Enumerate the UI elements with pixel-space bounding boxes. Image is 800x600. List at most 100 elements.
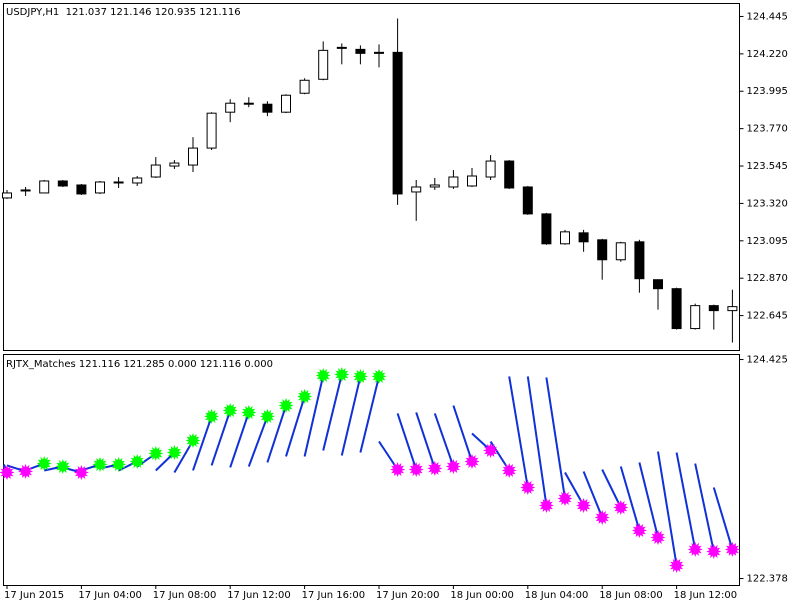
signal-dot — [222, 403, 238, 418]
candle-body — [2, 192, 12, 199]
candle-body — [727, 306, 738, 312]
candle-body — [411, 186, 422, 193]
y-tick-label: 122.645 — [747, 311, 788, 322]
signal-dot — [445, 459, 461, 474]
y-tick-label: 123.095 — [747, 236, 788, 247]
y-tick-label: 122.378 — [747, 574, 788, 585]
signal-dot — [148, 446, 164, 461]
signal-line — [266, 405, 287, 463]
signal-line — [415, 412, 436, 469]
candle-body — [299, 79, 310, 94]
signal-line — [508, 376, 529, 488]
candle-body — [467, 175, 477, 187]
candle-body — [132, 177, 143, 184]
signal-line — [452, 405, 473, 462]
y-tick-label: 123.320 — [747, 198, 788, 209]
candle-body — [541, 213, 552, 245]
candle-body — [262, 103, 273, 113]
signal-dot — [278, 398, 294, 413]
candle-body — [708, 305, 719, 312]
signal-line — [192, 416, 213, 471]
signal-dot — [520, 480, 536, 495]
candle-body — [504, 160, 515, 189]
signal-dot — [613, 500, 629, 515]
signal-line — [285, 396, 306, 457]
signal-dot — [92, 457, 108, 472]
signal-dot — [669, 558, 685, 573]
signal-dot — [687, 541, 703, 557]
candle-body — [690, 305, 701, 330]
indicator-title: RJTX_Matches 121.116 121.285 0.000 121.1… — [6, 359, 273, 370]
candle-body — [57, 180, 68, 187]
signal-dot — [55, 459, 71, 474]
candle-body — [76, 184, 87, 195]
signal-dot — [501, 463, 517, 478]
y-tick-label: 124.220 — [747, 49, 788, 60]
y-tick-label: 123.545 — [747, 161, 788, 172]
x-tick-label: 18 Jun 04:00 — [525, 590, 589, 600]
signal-line — [433, 413, 455, 467]
candle-body — [169, 162, 180, 167]
main-panel — [3, 3, 740, 351]
signal-dot — [334, 367, 350, 382]
candle-body — [243, 102, 254, 105]
signal-dot — [73, 465, 89, 480]
signal-dot — [576, 498, 592, 513]
signal-dot — [706, 544, 722, 559]
candle-body — [113, 181, 124, 184]
candle-body — [615, 242, 626, 261]
signal-dot — [390, 462, 406, 477]
signal-line — [694, 463, 715, 552]
candle-body — [485, 160, 496, 178]
signal-line — [675, 452, 697, 550]
x-tick-label: 17 Jun 04:00 — [78, 590, 142, 600]
candle-body — [95, 181, 105, 194]
signal-dot — [594, 510, 610, 525]
candle-body — [374, 51, 384, 54]
x-tick-label: 17 Jun 20:00 — [376, 590, 440, 600]
x-tick-label: 18 Jun 00:00 — [450, 590, 514, 600]
signal-line — [619, 466, 641, 531]
signal-dot — [185, 433, 201, 448]
x-tick-label: 18 Jun 08:00 — [599, 590, 663, 600]
x-tick-label: 17 Jun 08:00 — [153, 590, 217, 600]
candle-body — [392, 51, 403, 195]
y-tick-label: 124.425 — [747, 355, 788, 366]
signal-line — [712, 487, 734, 550]
signal-dot — [464, 454, 480, 469]
candle-body — [281, 94, 291, 113]
signal-dot — [538, 498, 554, 513]
candle-body — [39, 180, 50, 194]
signal-line — [582, 471, 604, 518]
signal-dot — [371, 368, 387, 384]
signal-line — [340, 376, 362, 456]
signal-dot — [129, 454, 145, 469]
x-tick-label: 17 Jun 16:00 — [302, 590, 366, 600]
candle-body — [188, 147, 198, 166]
signal-dot — [111, 457, 127, 472]
signal-line — [359, 376, 380, 453]
signal-dot — [408, 462, 424, 477]
signal-line — [396, 413, 418, 470]
signal-line — [247, 416, 269, 467]
signal-dot — [483, 443, 499, 458]
candle-body — [560, 231, 570, 245]
signal-dot — [724, 541, 740, 557]
candle-body — [206, 112, 217, 149]
signal-dot — [557, 491, 573, 506]
signal-dot — [0, 465, 15, 480]
x-tick-label: 17 Jun 12:00 — [227, 590, 291, 600]
signal-line — [638, 462, 659, 538]
signal-line — [526, 376, 548, 506]
signal-line — [601, 469, 622, 508]
signal-dot — [259, 408, 275, 424]
signal-dot — [36, 456, 52, 471]
y-tick-label: 122.870 — [747, 273, 788, 284]
signal-line — [210, 410, 232, 466]
signal-dot — [241, 405, 257, 420]
signal-dot — [297, 388, 313, 404]
y-tick-label: 123.770 — [747, 124, 788, 135]
signal-dot — [650, 530, 666, 545]
signal-dot — [18, 463, 34, 479]
